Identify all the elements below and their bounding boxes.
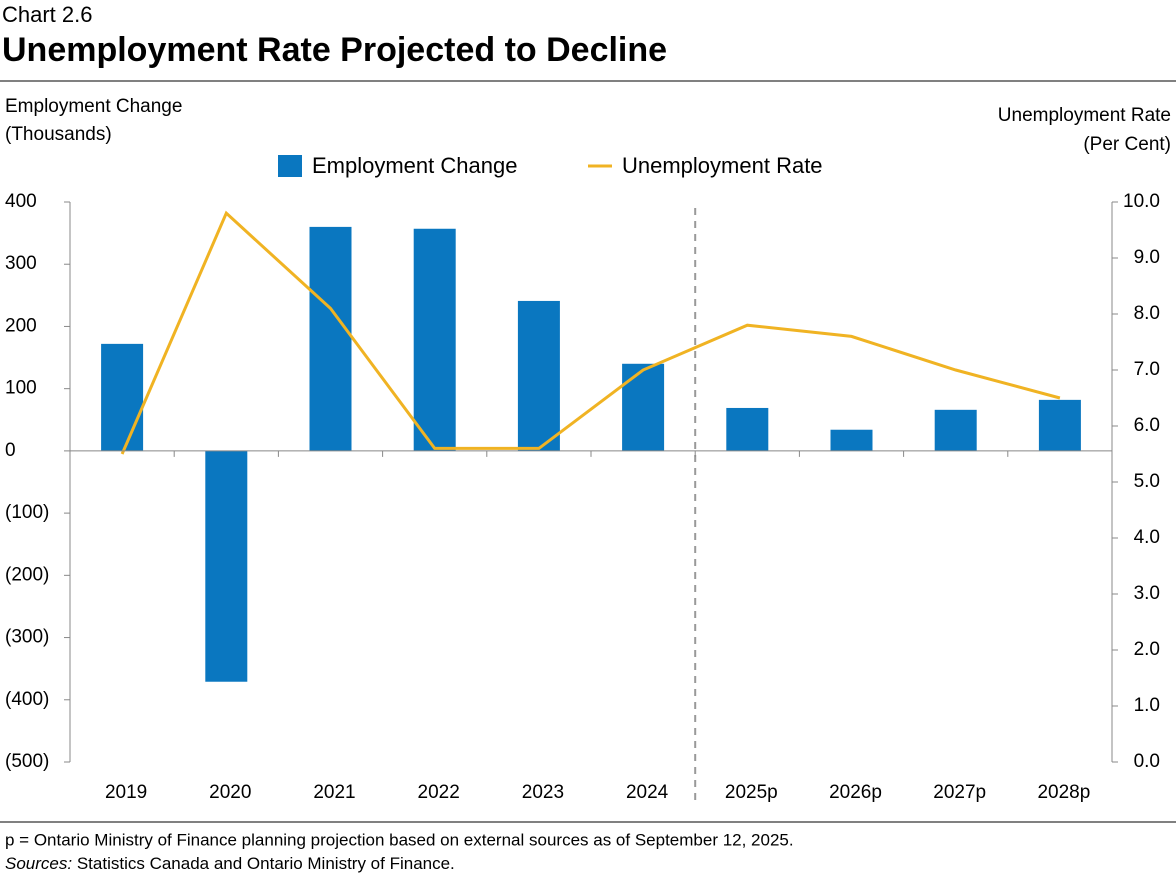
y-tick-label: (100) [5,502,49,523]
legend-swatch [278,155,302,177]
y2-tick-label: 6.0 [1134,415,1160,436]
sources: Sources: Statistics Canada and Ontario M… [5,854,455,873]
y-axis-title: Employment Change [5,96,182,117]
y-tick-label: (500) [5,751,49,772]
y-tick-label: 0 [5,440,16,461]
y2-axis-title: Unemployment Rate [998,105,1171,126]
x-tick-label: 2027p [933,782,986,803]
y-axis-title: (Thousands) [5,124,112,145]
y-tick-label: 100 [5,378,37,399]
sources-text: Statistics Canada and Ontario Ministry o… [77,854,455,873]
y2-tick-label: 2.0 [1134,639,1160,660]
y-tick-label: 200 [5,315,37,336]
y2-tick-label: 0.0 [1134,751,1160,772]
bar [101,343,144,451]
bar [726,407,769,451]
y-tick-label: 300 [5,253,37,274]
bar [413,228,456,451]
y-tick-label: (400) [5,689,49,710]
line [120,210,1061,455]
bar [622,363,665,451]
y2-tick-label: 3.0 [1134,583,1160,604]
x-tick-label: 2023 [522,782,564,803]
y-tick-label: (200) [5,564,49,585]
bar [830,429,873,451]
y2-tick-label: 5.0 [1134,471,1160,492]
x-tick-label: 2022 [418,782,460,803]
x-tick-label: 2024 [626,782,669,803]
bar [517,300,560,451]
chart-number: Chart 2.6 [2,2,93,27]
bar [934,409,977,451]
x-tick-label: 2028p [1037,782,1090,803]
chart-title: Unemployment Rate Projected to Decline [2,31,667,69]
y-tick-label: (300) [5,627,49,648]
bar [205,450,248,682]
y-tick-label: 400 [5,191,37,212]
y2-tick-label: 10.0 [1123,191,1160,212]
y2-tick-label: 7.0 [1134,359,1160,380]
bar [1038,399,1081,451]
y2-axis-title: (Per Cent) [1083,134,1171,155]
y2-tick-label: 1.0 [1134,695,1160,716]
x-tick-label: 2020 [209,782,251,803]
y2-tick-label: 9.0 [1134,247,1160,268]
y2-tick-label: 8.0 [1134,303,1160,324]
y2-tick-label: 4.0 [1134,527,1160,548]
sources-label: Sources: [5,854,72,873]
legend-label: Unemployment Rate [622,153,823,178]
x-tick-label: 2019 [105,782,147,803]
footnote: p = Ontario Ministry of Finance planning… [5,830,794,849]
legend-label: Employment Change [312,153,517,178]
x-tick-label: 2026p [829,782,882,803]
bar [309,226,352,451]
x-tick-label: 2021 [313,782,355,803]
x-tick-label: 2025p [725,782,778,803]
